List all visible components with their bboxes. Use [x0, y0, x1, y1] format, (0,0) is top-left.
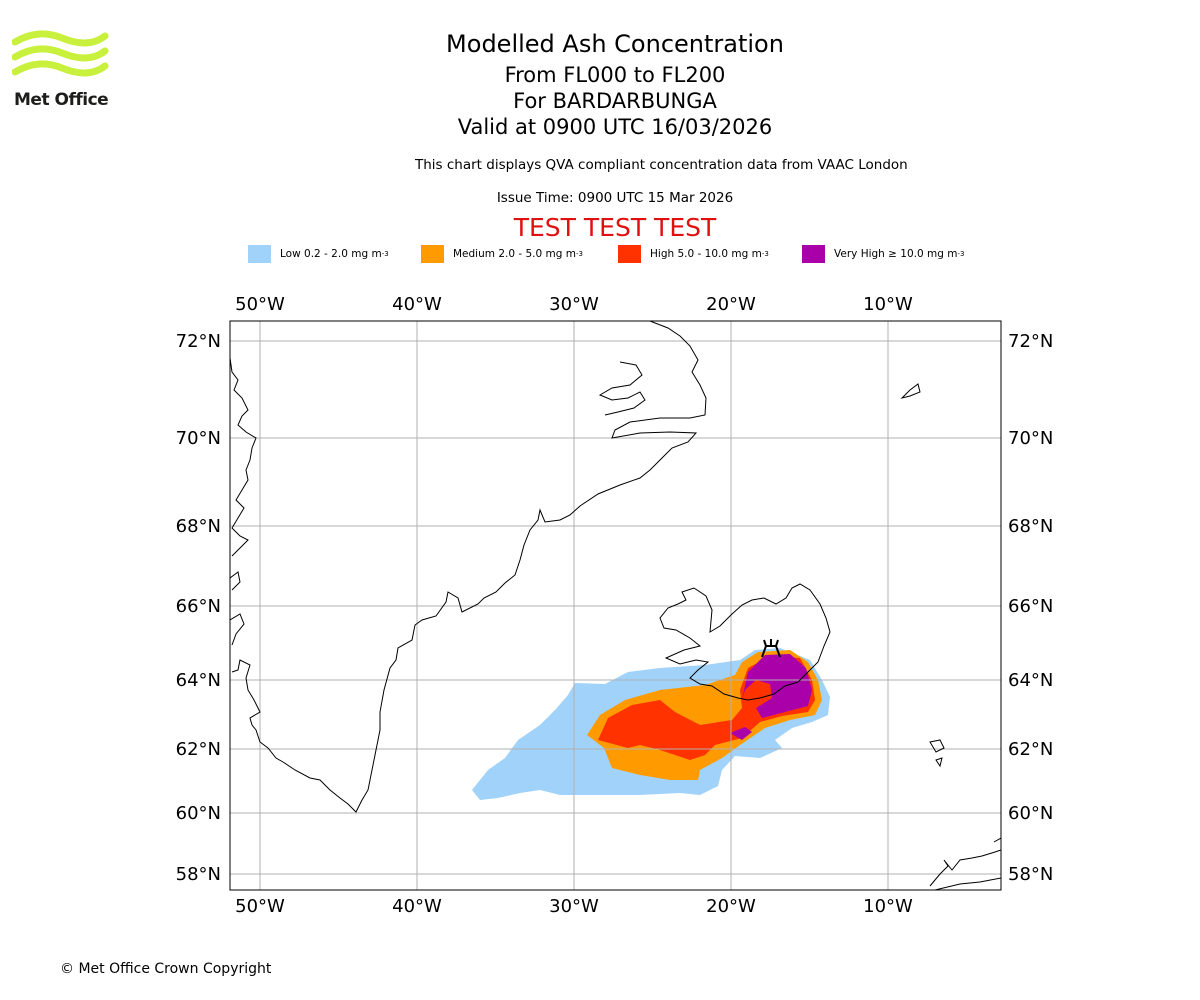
lon-label-top-40w: 40°W	[392, 294, 442, 315]
legend-item-very-high: Very High ≥ 10.0 mg m -3	[802, 244, 964, 264]
coastlines	[230, 321, 1001, 890]
legend-unit-exp-very-high: -3	[957, 250, 965, 258]
legend-label-very-high: Very High ≥ 10.0 mg m	[834, 248, 958, 260]
issue-time: Issue Time: 0900 UTC 15 Mar 2026	[496, 190, 734, 206]
lat-label-right-72n: 72°N	[1008, 331, 1053, 352]
valid-time: Valid at 0900 UTC 16/03/2026	[457, 115, 773, 139]
lon-label-bottom-50w: 50°W	[235, 896, 285, 917]
ash-area-very-high	[742, 654, 812, 718]
ash-area-very-high-small	[730, 727, 752, 740]
lat-label-left-68n: 68°N	[176, 516, 221, 537]
lon-label-bottom-10w: 10°W	[863, 896, 913, 917]
copyright-notice: © Met Office Crown Copyright	[60, 961, 272, 977]
lat-label-left-64n: 64°N	[176, 670, 221, 691]
lat-label-right-62n: 62°N	[1008, 739, 1053, 760]
coastline-scoresby	[598, 361, 646, 416]
legend-unit-exp-low: -3	[381, 250, 389, 258]
lat-label-right-70n: 70°N	[1008, 428, 1053, 449]
lat-label-right-66n: 66°N	[1008, 596, 1053, 617]
volcano-marker-icon	[761, 639, 781, 658]
legend-item-low: Low 0.2 - 2.0 mg m -3	[248, 244, 389, 264]
logo-wordmark: Met Office	[14, 90, 109, 110]
lon-label-top-10w: 10°W	[863, 294, 913, 315]
legend-unit-exp-medium: -3	[575, 250, 583, 258]
ash-area-high	[598, 656, 815, 760]
volcano-name: For BARDARBUNGA	[513, 89, 717, 113]
map-frame	[229, 320, 1002, 891]
graticule	[230, 321, 1001, 890]
lon-label-bottom-30w: 30°W	[549, 896, 599, 917]
flight-level-range: From FL000 to FL200	[504, 63, 726, 87]
lat-label-right-68n: 68°N	[1008, 516, 1053, 537]
lon-label-top-30w: 30°W	[549, 294, 599, 315]
lat-label-right-58n: 58°N	[1008, 864, 1053, 885]
lat-label-right-60n: 60°N	[1008, 803, 1053, 824]
legend-label-medium: Medium 2.0 - 5.0 mg m	[453, 248, 576, 260]
ash-plume	[472, 648, 830, 800]
coastline-greenland-east	[231, 321, 707, 813]
legend-swatch-low	[248, 245, 271, 263]
coastline-jan-mayen	[900, 383, 921, 399]
legend-swatch-high	[618, 245, 641, 263]
coastline-faroes	[929, 739, 945, 768]
compliance-note: This chart displays QVA compliant concen…	[415, 157, 908, 173]
test-banner: TEST TEST TEST	[513, 213, 717, 242]
lon-label-bottom-20w: 20°W	[706, 896, 756, 917]
legend-swatch-very-high	[802, 245, 825, 263]
coastline-greenland-west	[230, 357, 257, 557]
coastline-iceland	[659, 583, 831, 701]
lat-label-left-66n: 66°N	[176, 596, 221, 617]
met-office-logo-icon	[12, 30, 109, 77]
legend-label-high: High 5.0 - 10.0 mg m	[650, 248, 762, 260]
legend-label-low: Low 0.2 - 2.0 mg m	[280, 248, 382, 260]
coastline-scotland	[929, 837, 1001, 890]
lon-label-bottom-40w: 40°W	[392, 896, 442, 917]
legend-swatch-medium	[421, 245, 444, 263]
lat-label-right-64n: 64°N	[1008, 670, 1053, 691]
lon-label-top-50w: 50°W	[235, 294, 285, 315]
lat-label-left-58n: 58°N	[176, 864, 221, 885]
lon-label-top-20w: 20°W	[706, 294, 756, 315]
lat-label-left-70n: 70°N	[176, 428, 221, 449]
legend-item-medium: Medium 2.0 - 5.0 mg m -3	[421, 244, 583, 264]
legend-item-high: High 5.0 - 10.0 mg m -3	[618, 244, 769, 264]
legend-unit-exp-high: -3	[761, 250, 769, 258]
lat-label-left-60n: 60°N	[176, 803, 221, 824]
lat-label-left-72n: 72°N	[176, 331, 221, 352]
coastline-greenland-sw	[230, 571, 245, 646]
lat-label-left-62n: 62°N	[176, 739, 221, 760]
chart-title: Modelled Ash Concentration	[446, 30, 784, 58]
